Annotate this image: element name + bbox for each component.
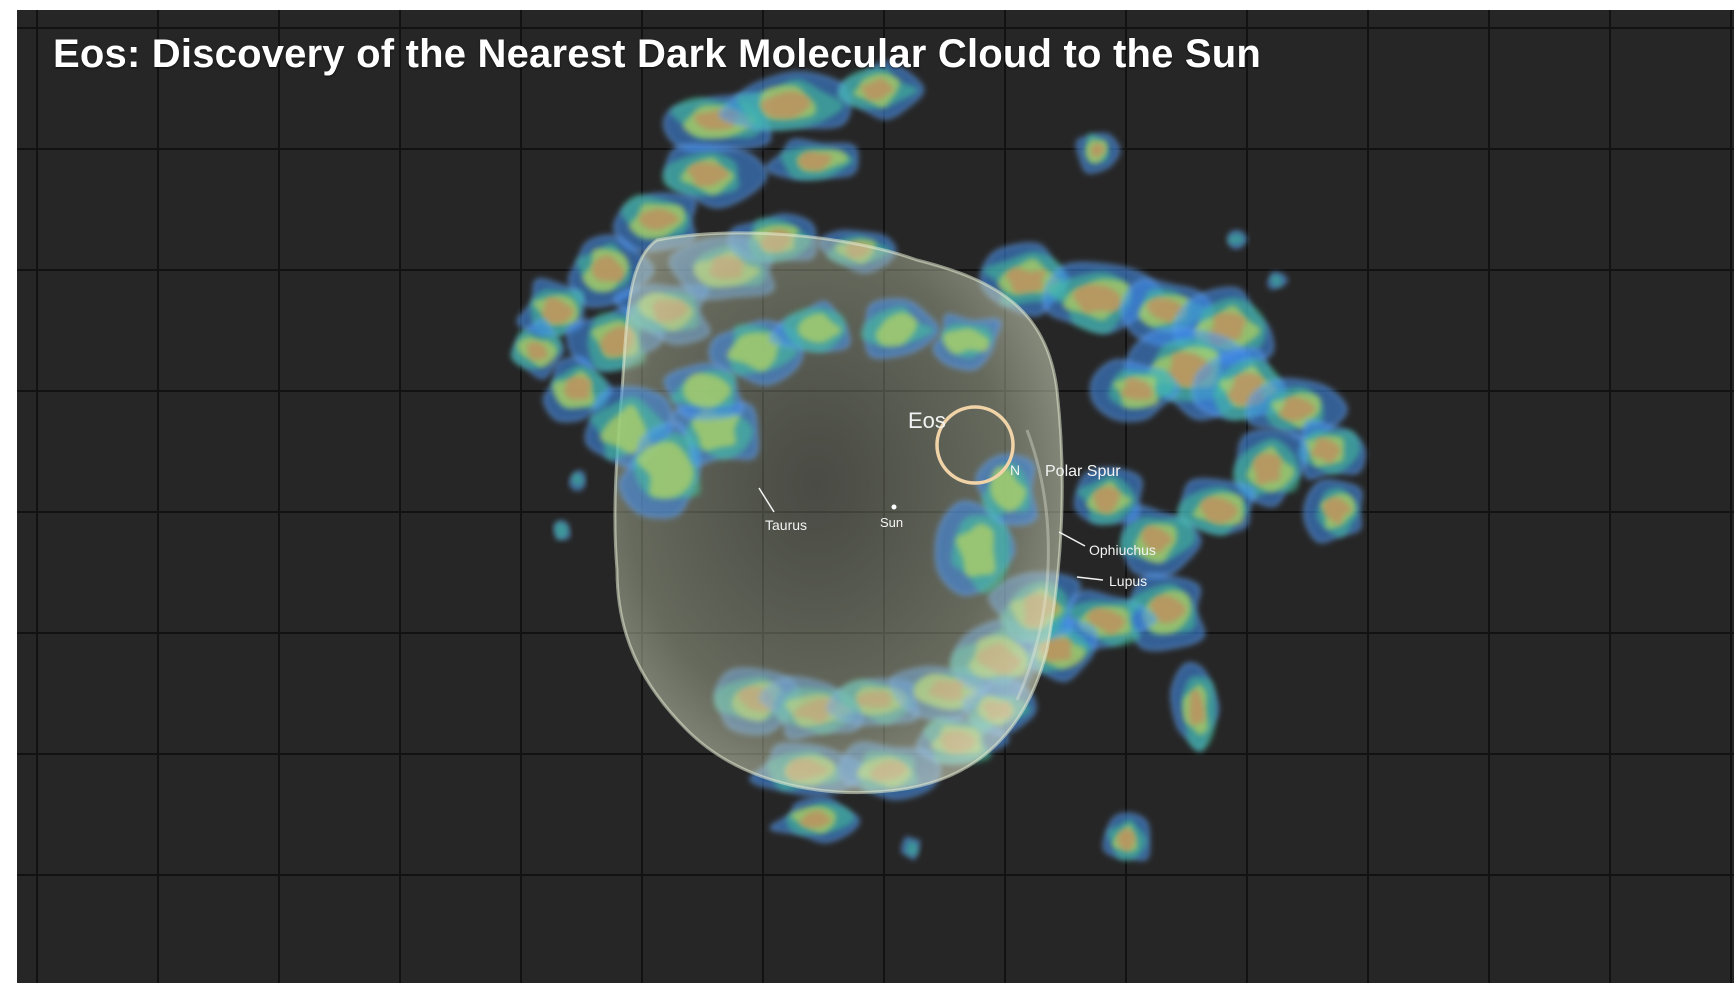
ophiuchus-leader-line <box>1058 531 1086 547</box>
label-taurus: Taurus <box>765 517 807 533</box>
dust-clump <box>1117 828 1136 852</box>
dust-clump <box>564 376 591 400</box>
eos-circle-marker <box>935 405 1015 485</box>
dust-clump <box>571 473 584 487</box>
dust-cloud-foreground <box>584 298 1038 596</box>
dust-clump <box>554 521 568 540</box>
dust-clump <box>1149 595 1187 624</box>
dust-clump <box>1279 396 1316 421</box>
dust-clump <box>942 328 990 355</box>
label-sun: Sun <box>880 515 903 530</box>
dust-clump <box>526 341 548 361</box>
dust-clump <box>799 810 833 829</box>
dust-clump <box>639 208 680 230</box>
image-frame: Eos N Polar Spur Taurus Sun Ophiuchus Lu… <box>17 10 1734 983</box>
dust-clump <box>683 372 732 409</box>
dust-clump <box>760 91 811 119</box>
dust-clump <box>1189 690 1205 727</box>
dust-clump <box>1072 284 1122 313</box>
dust-map-visualization: Eos N Polar Spur Taurus Sun Ophiuchus Lu… <box>17 10 1734 983</box>
dust-clump <box>687 162 729 187</box>
dust-clump <box>905 840 919 856</box>
label-lupus: Lupus <box>1109 573 1147 589</box>
dust-clump <box>600 404 652 454</box>
label-eos: Eos <box>908 408 946 433</box>
dust-clump <box>636 441 694 499</box>
dust-clump <box>1270 274 1283 288</box>
dust-clump <box>1120 377 1153 400</box>
dust-clump <box>990 466 1027 512</box>
dust-clump <box>1005 267 1047 294</box>
dust-clump <box>1146 297 1184 323</box>
label-polar-spur: Polar Spur <box>1045 463 1121 480</box>
dust-clump <box>797 313 842 344</box>
image-title: Eos: Discovery of the Nearest Dark Molec… <box>53 32 1262 76</box>
dust-clump <box>727 332 781 372</box>
dust-clump <box>1141 525 1173 553</box>
label-ophiuchus: Ophiuchus <box>1089 542 1156 558</box>
bubble-inner-fold <box>1015 429 1050 701</box>
dust-clump <box>542 297 574 325</box>
dust-clump <box>875 312 918 347</box>
dust-clump <box>1092 486 1120 514</box>
dust-clump <box>1322 497 1352 525</box>
dust-clump <box>1090 143 1106 158</box>
lupus-leader-line <box>1076 576 1104 581</box>
dust-clump <box>591 255 625 282</box>
sun-marker <box>891 504 897 510</box>
dust-clump <box>1310 437 1341 464</box>
taurus-leader-line <box>758 487 775 513</box>
dust-clump <box>1252 453 1282 485</box>
dust-clump <box>797 151 832 171</box>
dust-clump <box>1200 497 1239 524</box>
dust-clump <box>860 78 894 101</box>
label-north-polar-spur-prefix: N <box>1010 462 1020 478</box>
dust-clump <box>955 523 996 577</box>
dust-clump <box>1087 607 1126 635</box>
dust-clump <box>1228 233 1245 245</box>
